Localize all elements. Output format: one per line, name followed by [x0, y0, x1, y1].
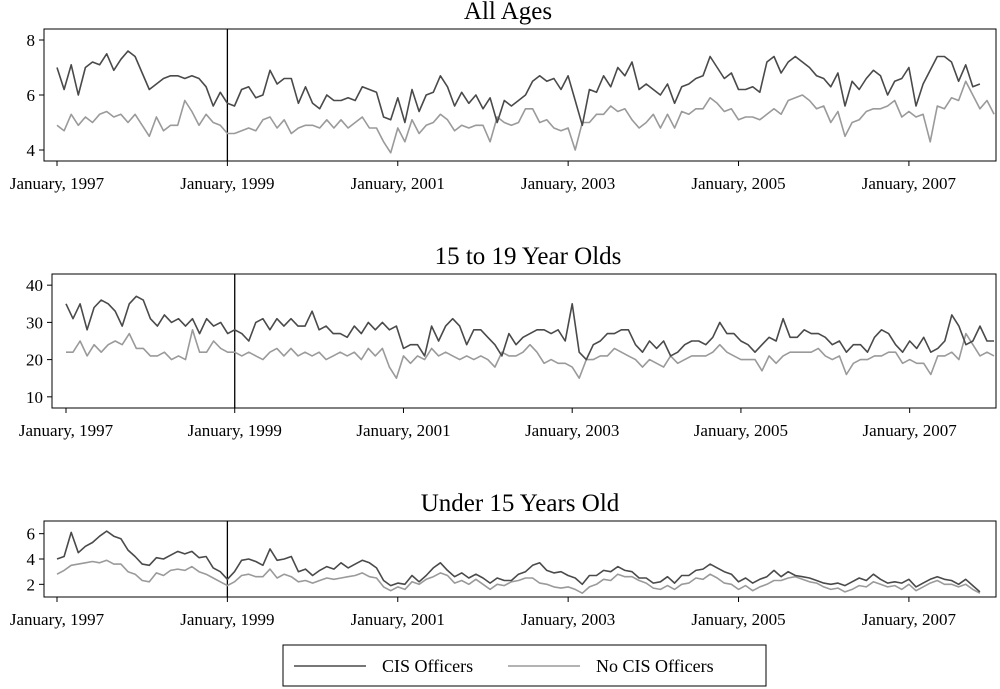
- x-tick-label: January, 1997: [19, 421, 114, 440]
- series-line-no-cis-officers: [56, 80, 995, 154]
- y-tick-label: 30: [26, 313, 43, 332]
- legend-label-no-cis: No CIS Officers: [596, 656, 714, 676]
- x-tick-label: January, 2007: [862, 610, 957, 629]
- x-tick-label: January, 1999: [180, 174, 274, 193]
- x-tick-label: January, 2005: [694, 421, 788, 440]
- y-axis: 2 4 6: [27, 525, 44, 594]
- x-tick-label: January, 2001: [351, 610, 445, 629]
- series-layer: [56, 521, 981, 597]
- y-tick-label: 8: [27, 31, 36, 50]
- y-tick-label: 6: [27, 525, 36, 544]
- plot-frame: [43, 28, 997, 162]
- x-tick-label: January, 1999: [180, 610, 274, 629]
- panel-under-15: Under 15 Years Old 246 January, 1997 Janu…: [10, 490, 997, 629]
- x-axis: January, 1997 January, 1999 January, 2001 J…: [10, 161, 957, 193]
- x-tick-label: January, 1997: [10, 174, 105, 193]
- series-layer: [65, 274, 995, 408]
- y-tick-label: 2: [27, 575, 36, 594]
- y-tick-label: 20: [26, 351, 43, 370]
- x-tick-label: January, 2007: [862, 174, 957, 193]
- x-tick-label: January, 1999: [188, 421, 282, 440]
- series-line-no-cis-officers: [66, 328, 995, 380]
- y-tick-label: 4: [27, 141, 36, 160]
- panel-title: All Ages: [464, 0, 552, 25]
- x-tick-label: January, 2001: [356, 421, 450, 440]
- series-line-cis-officers: [65, 295, 994, 361]
- series-line-no-cis-officers: [56, 559, 981, 595]
- y-tick-label: 6: [27, 86, 36, 105]
- legend-label-cis: CIS Officers: [382, 656, 473, 676]
- x-axis: January, 1997 January, 1999 January, 2001 J…: [10, 597, 957, 629]
- plot-frame: [43, 520, 997, 598]
- y-tick-label: 4: [27, 550, 36, 569]
- x-tick-label: January, 2003: [525, 421, 619, 440]
- y-axis: 4 6 8: [27, 31, 44, 160]
- x-tick-label: January, 2005: [691, 174, 785, 193]
- x-tick-label: January, 2005: [691, 610, 785, 629]
- y-axis: 10 20 30 40: [26, 276, 52, 407]
- x-tick-label: January, 2001: [351, 174, 445, 193]
- panel-title: 15 to 19 Year Olds: [435, 243, 622, 270]
- x-tick-label: January, 2007: [863, 421, 958, 440]
- x-tick-label: January, 2003: [521, 610, 615, 629]
- series-line-cis-officers: [56, 50, 981, 127]
- panel-title: Under 15 Years Old: [421, 490, 620, 517]
- y-tick-label: 40: [26, 276, 43, 295]
- plot-frame: [51, 273, 997, 409]
- legend-box: [282, 644, 767, 687]
- panel-15-to-19: 15 to 19 Year Olds 10 20 30 40 January, 199…: [19, 243, 997, 440]
- x-axis: January, 1997 January, 1999 January, 2001 J…: [19, 408, 957, 440]
- series-line-cis-officers: [56, 530, 981, 593]
- series-layer: [56, 29, 995, 161]
- y-tick-label: 10: [26, 388, 43, 407]
- x-tick-label: January, 2003: [521, 174, 615, 193]
- legend: CIS Officers No CIS Officers: [282, 644, 767, 687]
- panel-all-ages: All Ages 468 January, 1997 January, 1999 J…: [10, 0, 997, 193]
- x-tick-label: January, 1997: [10, 610, 105, 629]
